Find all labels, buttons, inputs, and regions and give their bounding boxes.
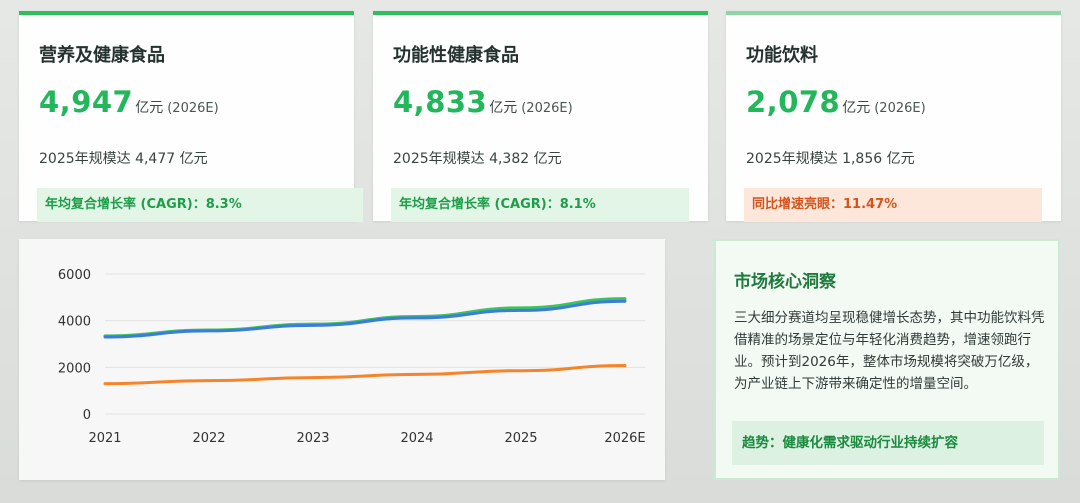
market-value: 2,078 <box>746 85 841 119</box>
market-trend-chart-card: 0 2000 4000 6000 2021 2022 2023 2024 2025 2026E <box>19 239 665 480</box>
growth-badge: 同比增速亮眼：11.47% <box>744 188 1042 222</box>
value-unit: 亿元 <box>135 100 164 116</box>
value-unit: 亿元 <box>842 100 871 116</box>
year-note: (2026E) <box>167 101 219 116</box>
value-row: 4,833 亿元 (2026E) <box>393 85 573 119</box>
x-tick-label: 2026E <box>604 431 645 446</box>
growth-badge: 年均复合增长率 (CAGR)：8.3% <box>37 188 363 222</box>
insight-title: 市场核心洞察 <box>734 272 836 292</box>
y-tick-label: 2000 <box>58 361 91 376</box>
x-tick-label: 2023 <box>296 431 329 446</box>
card-functional-health-food: 功能性健康食品 4,833 亿元 (2026E) 2025年规模达 4,382 亿元… <box>373 11 708 222</box>
card-title: 营养及健康食品 <box>39 45 165 66</box>
x-tick-label: 2025 <box>504 431 537 446</box>
value-row: 2,078 亿元 (2026E) <box>746 85 926 119</box>
previous-year-size: 2025年规模达 4,477 亿元 <box>39 151 208 167</box>
x-tick-label: 2024 <box>400 431 433 446</box>
growth-badge: 年均复合增长率 (CAGR)：8.1% <box>391 188 689 222</box>
y-tick-label: 6000 <box>58 268 91 283</box>
year-note: (2026E) <box>521 101 573 116</box>
series-line-1 <box>103 299 627 339</box>
x-tick-label: 2021 <box>88 431 121 446</box>
trend-banner: 趋势：健康化需求驱动行业持续扩容 <box>732 421 1044 465</box>
previous-year-size: 2025年规模达 4,382 亿元 <box>393 151 562 167</box>
y-tick-label: 4000 <box>58 315 91 330</box>
market-trend-chart: 0 2000 4000 6000 2021 2022 2023 2024 2025 2026E <box>58 268 646 446</box>
year-note: (2026E) <box>874 101 926 116</box>
card-functional-beverage: 功能饮料 2,078 亿元 (2026E) 2025年规模达 1,856 亿元 同比… <box>726 11 1061 222</box>
card-nutrition-health-food: 营养及健康食品 4,947 亿元 (2026E) 2025年规模达 4,477 亿元… <box>19 11 363 222</box>
card-title: 功能饮料 <box>746 45 818 66</box>
market-insight-panel: 市场核心洞察 三大细分赛道均呈现稳健增长态势，其中功能饮料凭借精准的场景定位与年… <box>714 239 1060 480</box>
insight-body: 三大细分赛道均呈现稳健增长态势，其中功能饮料凭借精准的场景定位与年轻化消费趋势，… <box>734 310 1045 392</box>
value-row: 4,947 亿元 (2026E) <box>39 85 219 119</box>
market-value: 4,947 <box>39 85 134 119</box>
x-tick-label: 2022 <box>192 431 225 446</box>
y-tick-label: 0 <box>83 408 91 423</box>
card-title: 功能性健康食品 <box>393 45 519 66</box>
previous-year-size: 2025年规模达 1,856 亿元 <box>746 151 915 167</box>
series-line-2 <box>103 364 627 386</box>
value-unit: 亿元 <box>489 100 518 116</box>
market-value: 4,833 <box>393 85 488 119</box>
